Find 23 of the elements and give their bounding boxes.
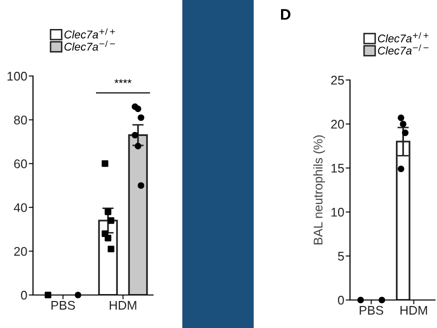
legend-label: Clec7a$^{−/−}$ bbox=[378, 44, 428, 55]
legend-label: Clec7a$^{−/−}$ bbox=[64, 40, 115, 51]
legend-label: Clec7a$^{+/+}$ bbox=[378, 32, 428, 42]
y-tick-label: 100 bbox=[8, 72, 27, 81]
y-axis-title: BAL neutrophils (%) bbox=[313, 135, 325, 244]
y-tick-label: 10 bbox=[331, 208, 344, 217]
x-tick-label: HDM bbox=[110, 301, 136, 310]
x-tick-label: HDM bbox=[400, 306, 427, 315]
y-tick-label: 60 bbox=[14, 159, 27, 168]
y-tick-label: 20 bbox=[331, 120, 344, 129]
y-tick-label: 5 bbox=[338, 252, 344, 261]
y-tick-label: 80 bbox=[14, 116, 27, 124]
annotation: **** bbox=[114, 79, 132, 84]
chart-title: D bbox=[281, 9, 290, 20]
y-tick-label: 40 bbox=[14, 203, 27, 212]
y-tick-label: 0 bbox=[20, 290, 27, 300]
legend-label: Clec7a$^{+/+}$ bbox=[64, 28, 115, 38]
y-tick-label: 25 bbox=[331, 76, 344, 85]
y-tick-label: 15 bbox=[331, 164, 344, 173]
x-tick-label: PBS bbox=[360, 306, 384, 315]
y-tick-label: 0 bbox=[338, 296, 344, 305]
y-tick-label: 20 bbox=[14, 247, 27, 256]
x-tick-label: PBS bbox=[52, 300, 75, 310]
